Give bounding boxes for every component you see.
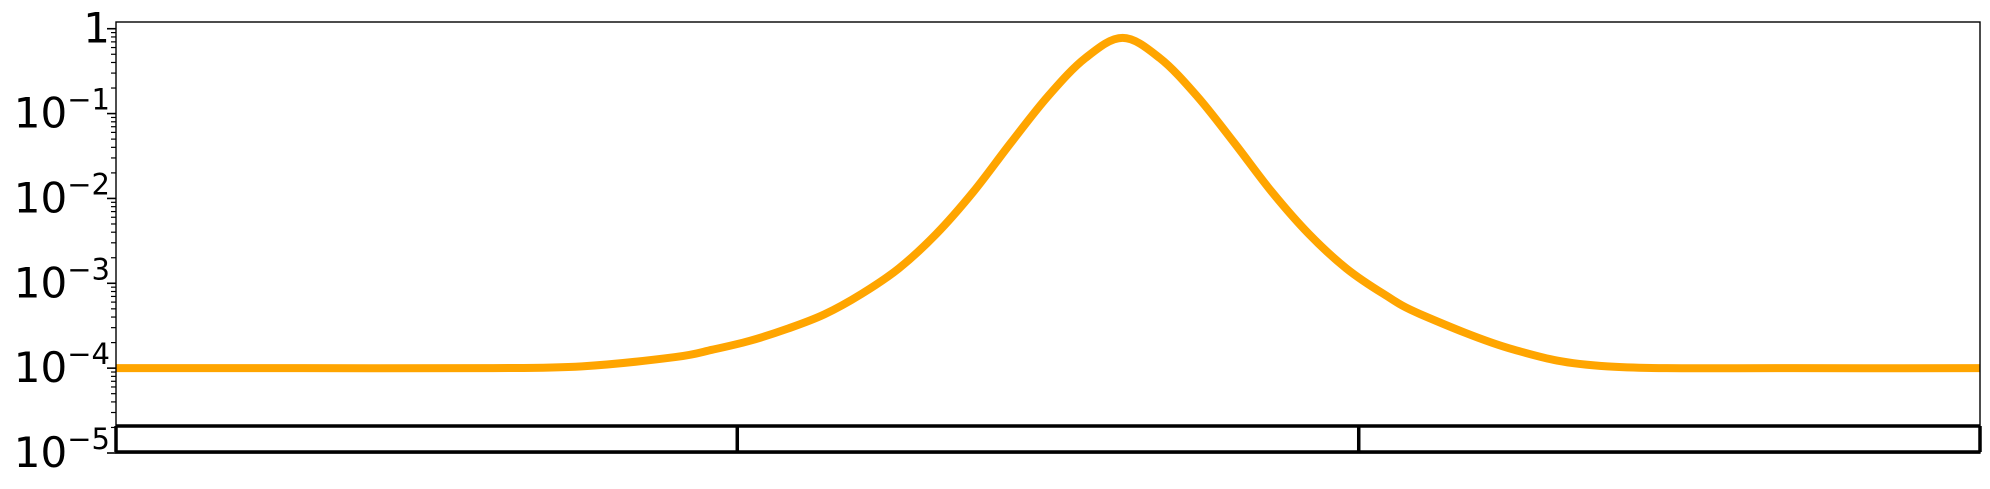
- plot-border: [115, 21, 1981, 454]
- series-line: [116, 33, 1981, 373]
- y-tick-label: 10−2: [14, 167, 110, 222]
- y-tick-label: 10−4: [14, 337, 110, 392]
- y-tick-label: 10−1: [14, 83, 110, 138]
- y-tick-label: 1: [83, 4, 110, 53]
- segment-bar: [114, 424, 1982, 454]
- plot-frame: [115, 21, 1981, 454]
- series-layer: [116, 33, 1981, 373]
- axes-layer: 1 10−1 10−2 10−3 10−4 10−5: [14, 4, 116, 477]
- y-tick-label: 10−5: [14, 422, 110, 477]
- y-tick-label: 10−3: [14, 252, 110, 307]
